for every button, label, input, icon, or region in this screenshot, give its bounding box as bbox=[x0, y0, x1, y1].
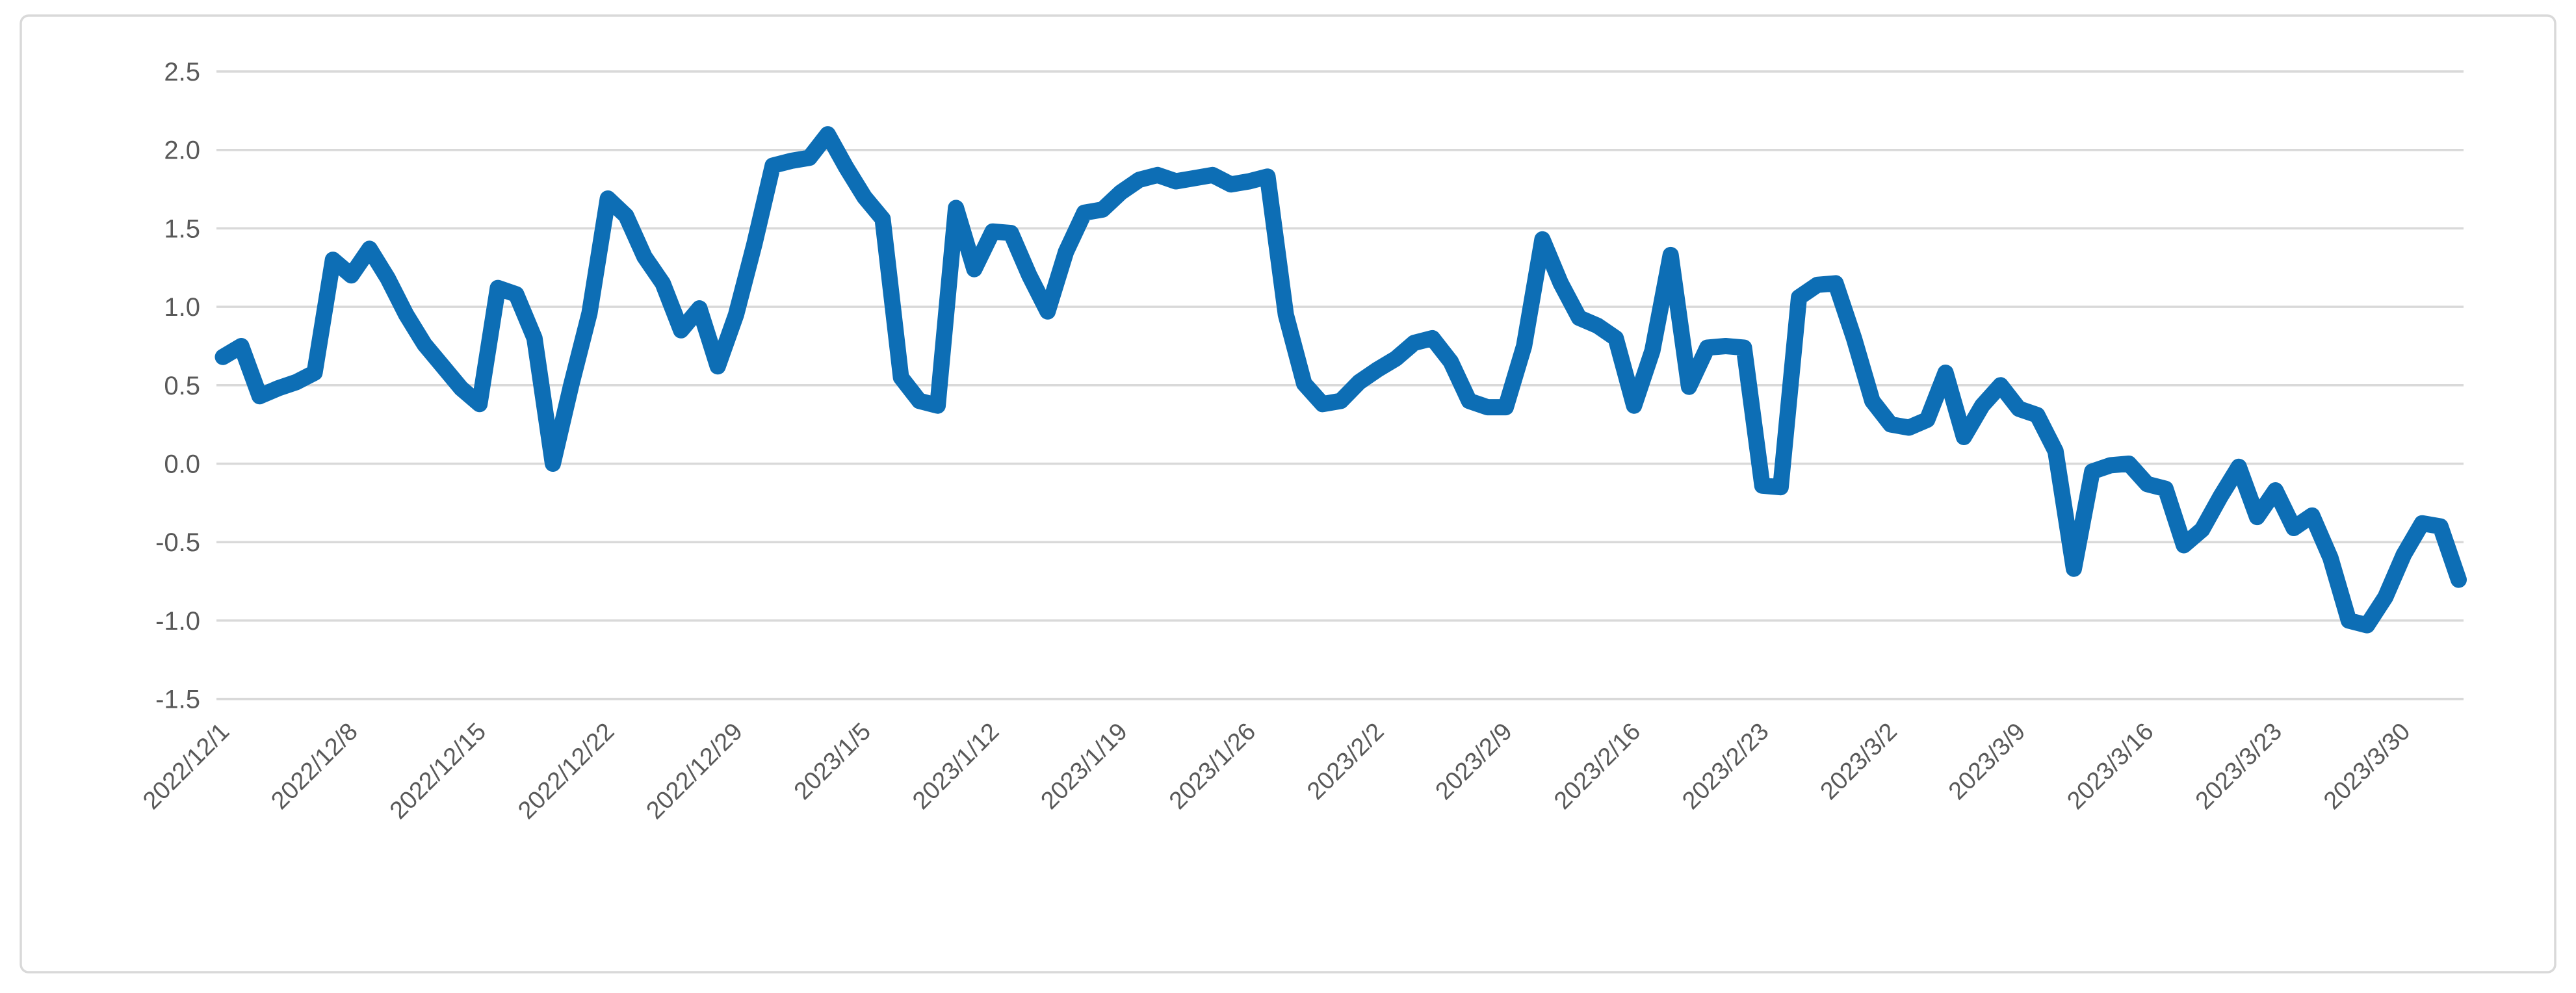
y-tick-label: -0.5 bbox=[155, 528, 200, 557]
y-tick-label: 0.5 bbox=[164, 372, 200, 400]
y-tick-label: 2.0 bbox=[164, 136, 200, 165]
y-tick-label: -1.5 bbox=[155, 686, 200, 714]
y-tick-label: 0.0 bbox=[164, 450, 200, 479]
y-tick-label: 1.5 bbox=[164, 214, 200, 243]
y-tick-label: -1.0 bbox=[155, 607, 200, 636]
chart-border bbox=[20, 14, 2556, 974]
y-tick-label: 2.5 bbox=[164, 58, 200, 86]
y-tick-label: 1.0 bbox=[164, 293, 200, 322]
gridlines bbox=[216, 70, 2464, 701]
y-axis-labels: 2.5 2.0 1.5 1.0 0.5 0.0 -0.5 -1.0 -1.5 bbox=[155, 58, 200, 714]
data-line-series bbox=[215, 126, 2467, 634]
